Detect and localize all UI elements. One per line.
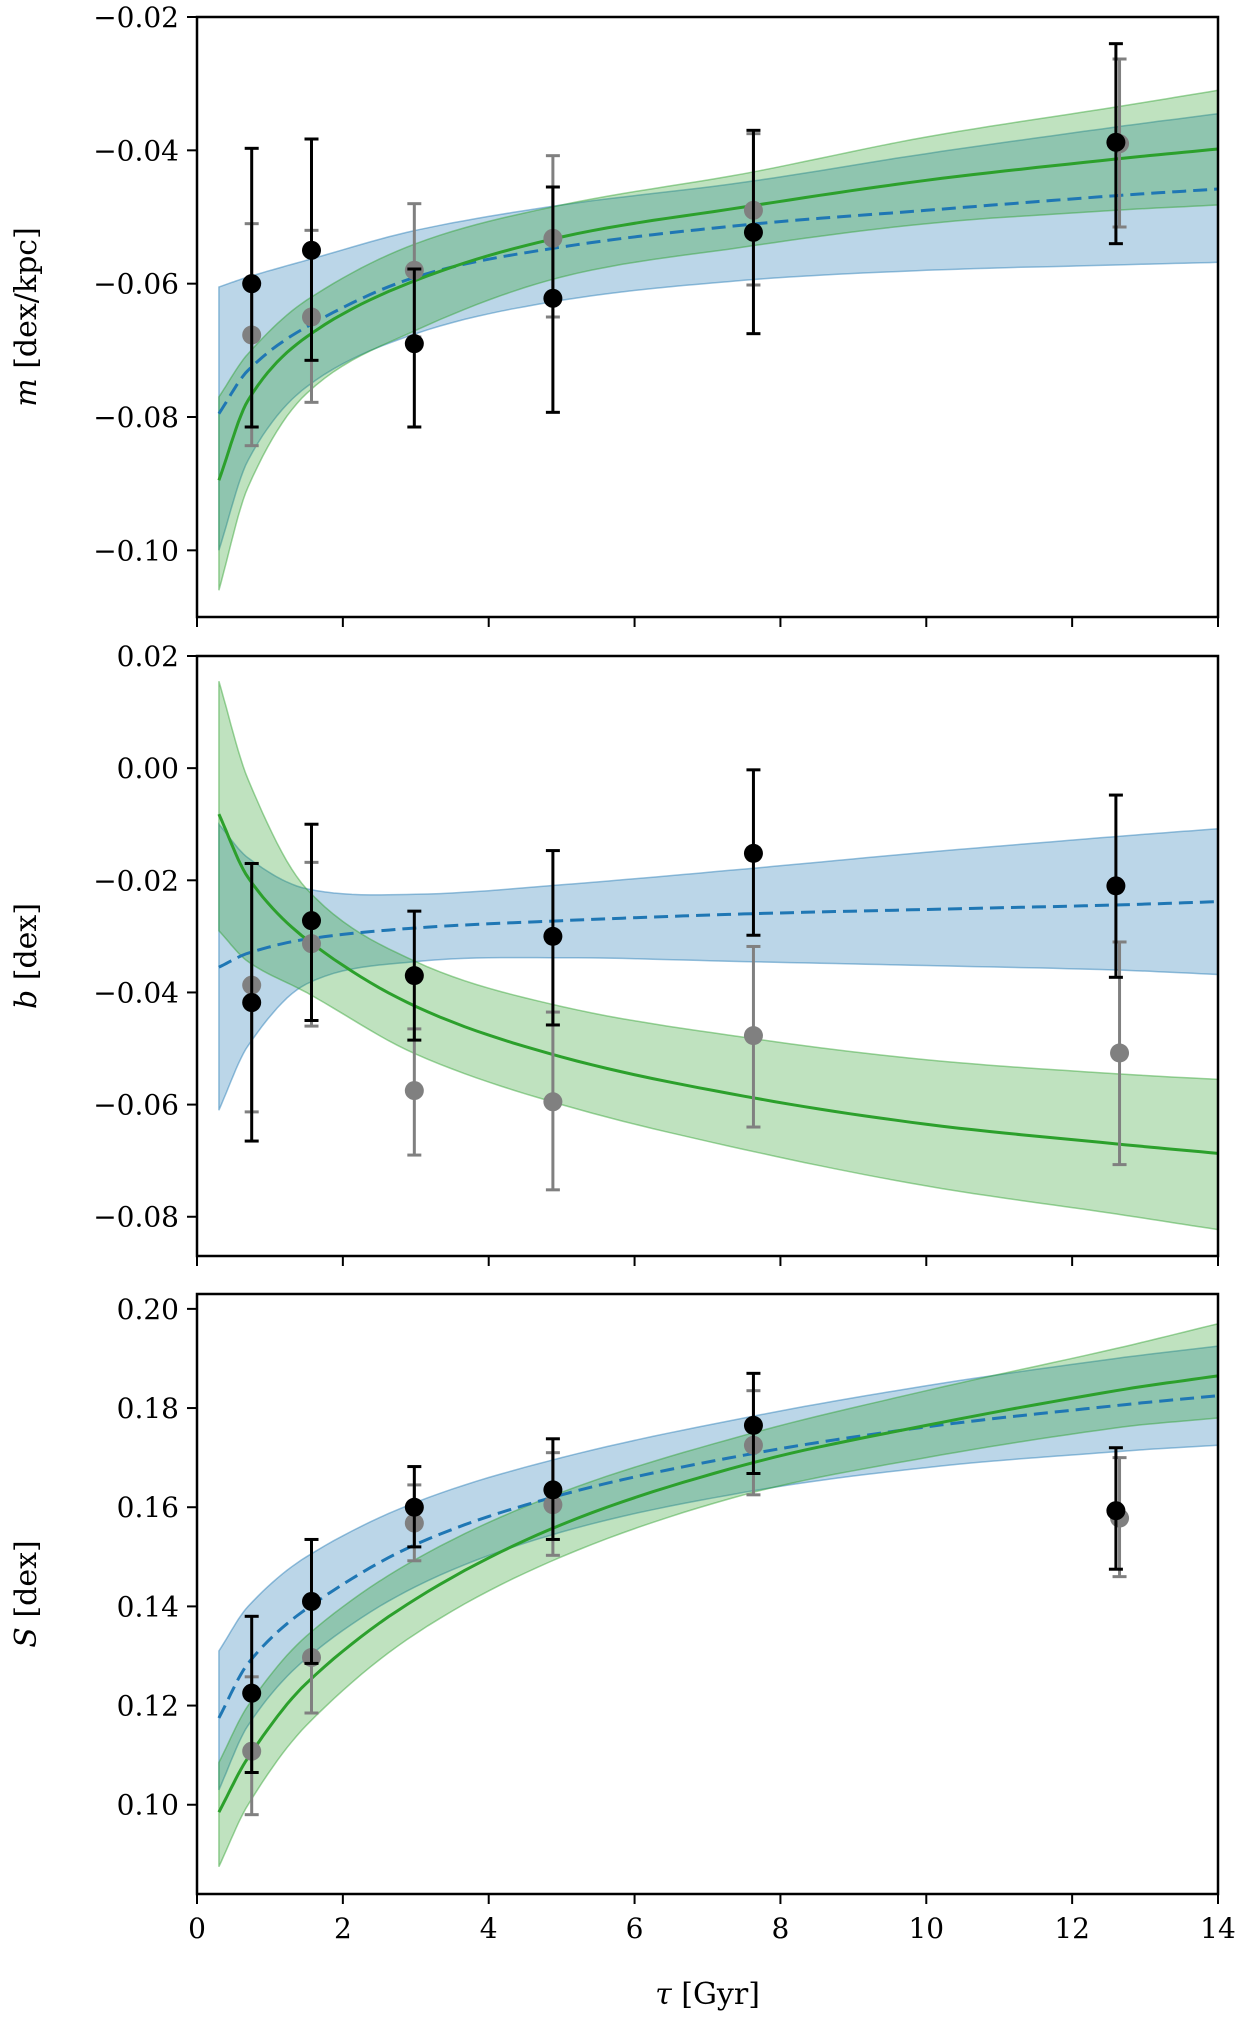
black-data-point <box>743 1415 763 1435</box>
panel-b-intercept: −0.08 −0.06 −0.04 −0.02 0.00 0.02 b [dex] <box>9 640 1220 1266</box>
y-axis-label-symbol: S <box>9 1627 44 1648</box>
black-data-point <box>404 1497 424 1517</box>
y-tick-label: 0.18 <box>117 1392 179 1425</box>
x-tick-label: 0 <box>188 1912 206 1945</box>
y-tick-label: 0.20 <box>117 1293 179 1326</box>
black-data-point <box>242 993 262 1013</box>
model-solid-green-line <box>217 1374 1218 1813</box>
plot-area <box>217 42 1218 591</box>
panel-s-scatter: 0.10 0.12 0.14 0.16 0.18 0.20 0 2 4 6 8 10 12 14 τ [Gy… <box>9 1292 1236 2012</box>
y-axis-label-unit: [dex/kpc] <box>9 227 44 378</box>
x-tick-label: 10 <box>908 1912 944 1945</box>
black-data-point <box>404 334 424 354</box>
black-data-point <box>1106 876 1126 896</box>
y-axis-label: m [dex/kpc] <box>9 227 44 407</box>
y-axis-label-symbol: b <box>9 990 44 1009</box>
x-tick-label: 8 <box>772 1912 790 1945</box>
x-axis-label-symbol: τ <box>655 1977 672 2012</box>
x-axis-label-unit: [Gyr] <box>672 1977 760 2012</box>
y-tick-label: −0.02 <box>93 1 179 34</box>
blue-confidence-band <box>218 822 1218 1111</box>
black-data-point <box>404 966 424 986</box>
y-tick-label: 0.00 <box>117 752 179 785</box>
black-data-point <box>1106 1501 1126 1521</box>
model-dashed-blue-line <box>218 900 1218 969</box>
black-data-point <box>301 1591 321 1611</box>
y-tick-label: 0.10 <box>117 1789 179 1822</box>
black-data-point <box>301 240 321 260</box>
green-confidence-band <box>218 89 1218 591</box>
blue-confidence-band <box>218 112 1218 551</box>
model-dashed-blue-line <box>217 1394 1218 1719</box>
y-tick-label: 0.12 <box>117 1690 179 1723</box>
y-tick-label: 0.14 <box>117 1590 179 1623</box>
black-data-point <box>543 288 563 308</box>
axes-frame <box>195 1292 1220 1896</box>
y-axis-label: S [dex] <box>9 1540 44 1647</box>
y-tick-label: 0.02 <box>117 640 179 673</box>
model-dashed-blue-line <box>217 187 1218 415</box>
green-confidence-band <box>218 1323 1218 1868</box>
green-confidence-band <box>218 680 1218 1231</box>
black-data-point <box>1106 132 1126 152</box>
y-tick-label: −0.06 <box>93 1089 179 1122</box>
x-tick-label: 14 <box>1200 1912 1236 1945</box>
x-tick-label: 6 <box>626 1912 644 1945</box>
x-tick-label: 4 <box>480 1912 498 1945</box>
black-data-point <box>242 1683 262 1703</box>
black-data-point <box>543 926 563 946</box>
y-tick-label: −0.04 <box>93 134 179 167</box>
y-axis-label-unit: [dex] <box>9 903 44 990</box>
y-tick-label: −0.02 <box>93 864 179 897</box>
axes-frame <box>195 654 1220 1258</box>
panel-m-slope: −0.10 −0.08 −0.06 −0.04 −0.02 m [dex/kpc] <box>9 1 1220 627</box>
y-tick-label: −0.10 <box>93 534 179 567</box>
model-solid-green-line <box>217 813 1218 1155</box>
gray-data-point <box>543 1092 563 1112</box>
blue-confidence-band <box>218 1345 1218 1791</box>
y-axis-label-unit: [dex] <box>9 1540 44 1627</box>
y-tick-label: 0.16 <box>117 1491 179 1524</box>
plot-area <box>217 1323 1218 1868</box>
axes-frame <box>195 15 1220 619</box>
black-data-point <box>543 1480 563 1500</box>
black-data-point <box>242 274 262 294</box>
x-tick-label: 12 <box>1054 1912 1090 1945</box>
y-axis-label-symbol: m <box>9 378 44 406</box>
y-axis-label: b [dex] <box>9 903 44 1009</box>
plot-area <box>217 680 1218 1231</box>
x-axis-label: τ [Gyr] <box>655 1977 760 2012</box>
black-data-point <box>743 843 763 863</box>
y-tick-label: −0.08 <box>93 1201 179 1234</box>
y-tick-label: −0.04 <box>93 976 179 1009</box>
y-tick-label: −0.08 <box>93 401 179 434</box>
gray-data-point <box>1110 1043 1130 1063</box>
gray-data-point <box>404 1081 424 1101</box>
black-data-point <box>743 222 763 242</box>
black-data-point <box>301 911 321 931</box>
x-tick-label: 2 <box>334 1912 352 1945</box>
gray-data-point <box>743 1026 763 1046</box>
y-tick-label: −0.06 <box>93 268 179 301</box>
